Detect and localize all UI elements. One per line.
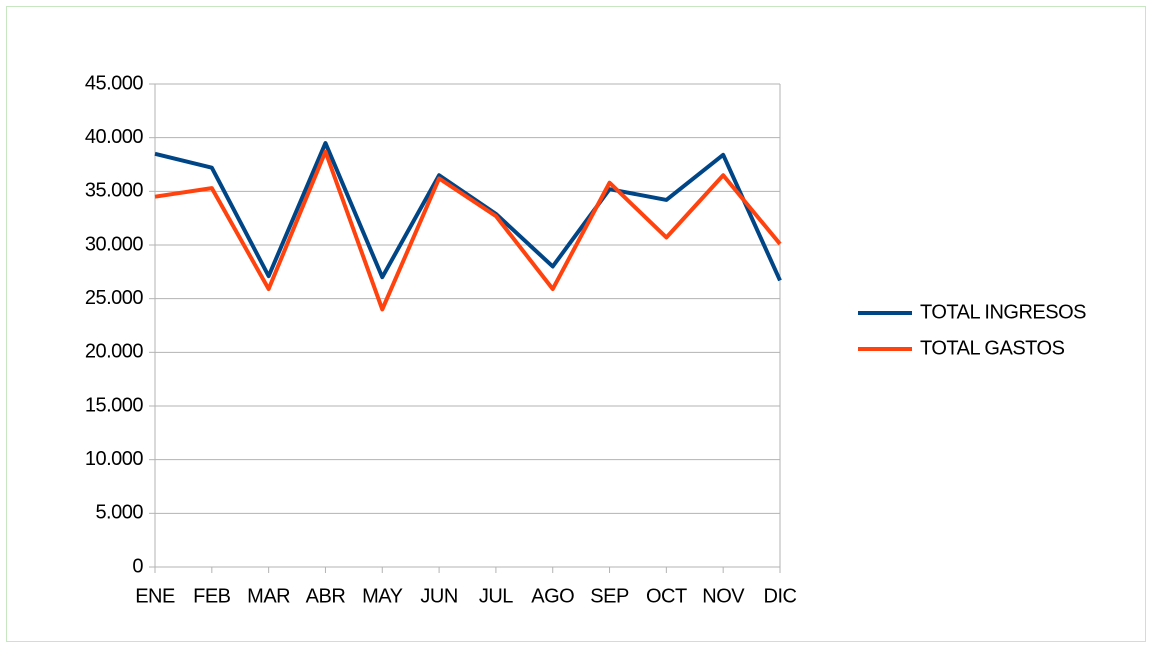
y-tick-label: 10.000 [85, 448, 144, 470]
y-tick-label: 25.000 [85, 287, 144, 309]
x-tick-label: DIC [764, 585, 797, 607]
x-tick-label: ENE [135, 585, 175, 607]
x-tick-label: AGO [531, 585, 574, 607]
chart-frame [6, 6, 1146, 642]
x-tick-label: NOV [702, 585, 745, 607]
y-tick-label: 0 [132, 555, 143, 577]
y-tick-label: 45.000 [85, 72, 144, 94]
y-tick-label: 40.000 [85, 126, 144, 148]
y-tick-label: 20.000 [85, 341, 144, 363]
legend-label: TOTAL INGRESOS [920, 301, 1086, 323]
x-tick-label: MAR [247, 585, 290, 607]
x-tick-label: ABR [306, 585, 346, 607]
y-tick-label: 15.000 [85, 394, 144, 416]
legend-label: TOTAL GASTOS [920, 337, 1065, 359]
x-tick-label: JUN [420, 585, 457, 607]
x-tick-label: SEP [590, 585, 629, 607]
x-tick-label: FEB [193, 585, 231, 607]
y-tick-label: 35.000 [85, 180, 144, 202]
series-line [154, 149, 782, 312]
y-tick-label: 30.000 [85, 233, 144, 255]
series-line [154, 141, 782, 282]
y-tick-label: 5.000 [95, 502, 143, 524]
x-tick-label: MAY [362, 585, 403, 607]
x-tick-label: OCT [646, 585, 687, 607]
x-tick-label: JUL [479, 585, 513, 607]
